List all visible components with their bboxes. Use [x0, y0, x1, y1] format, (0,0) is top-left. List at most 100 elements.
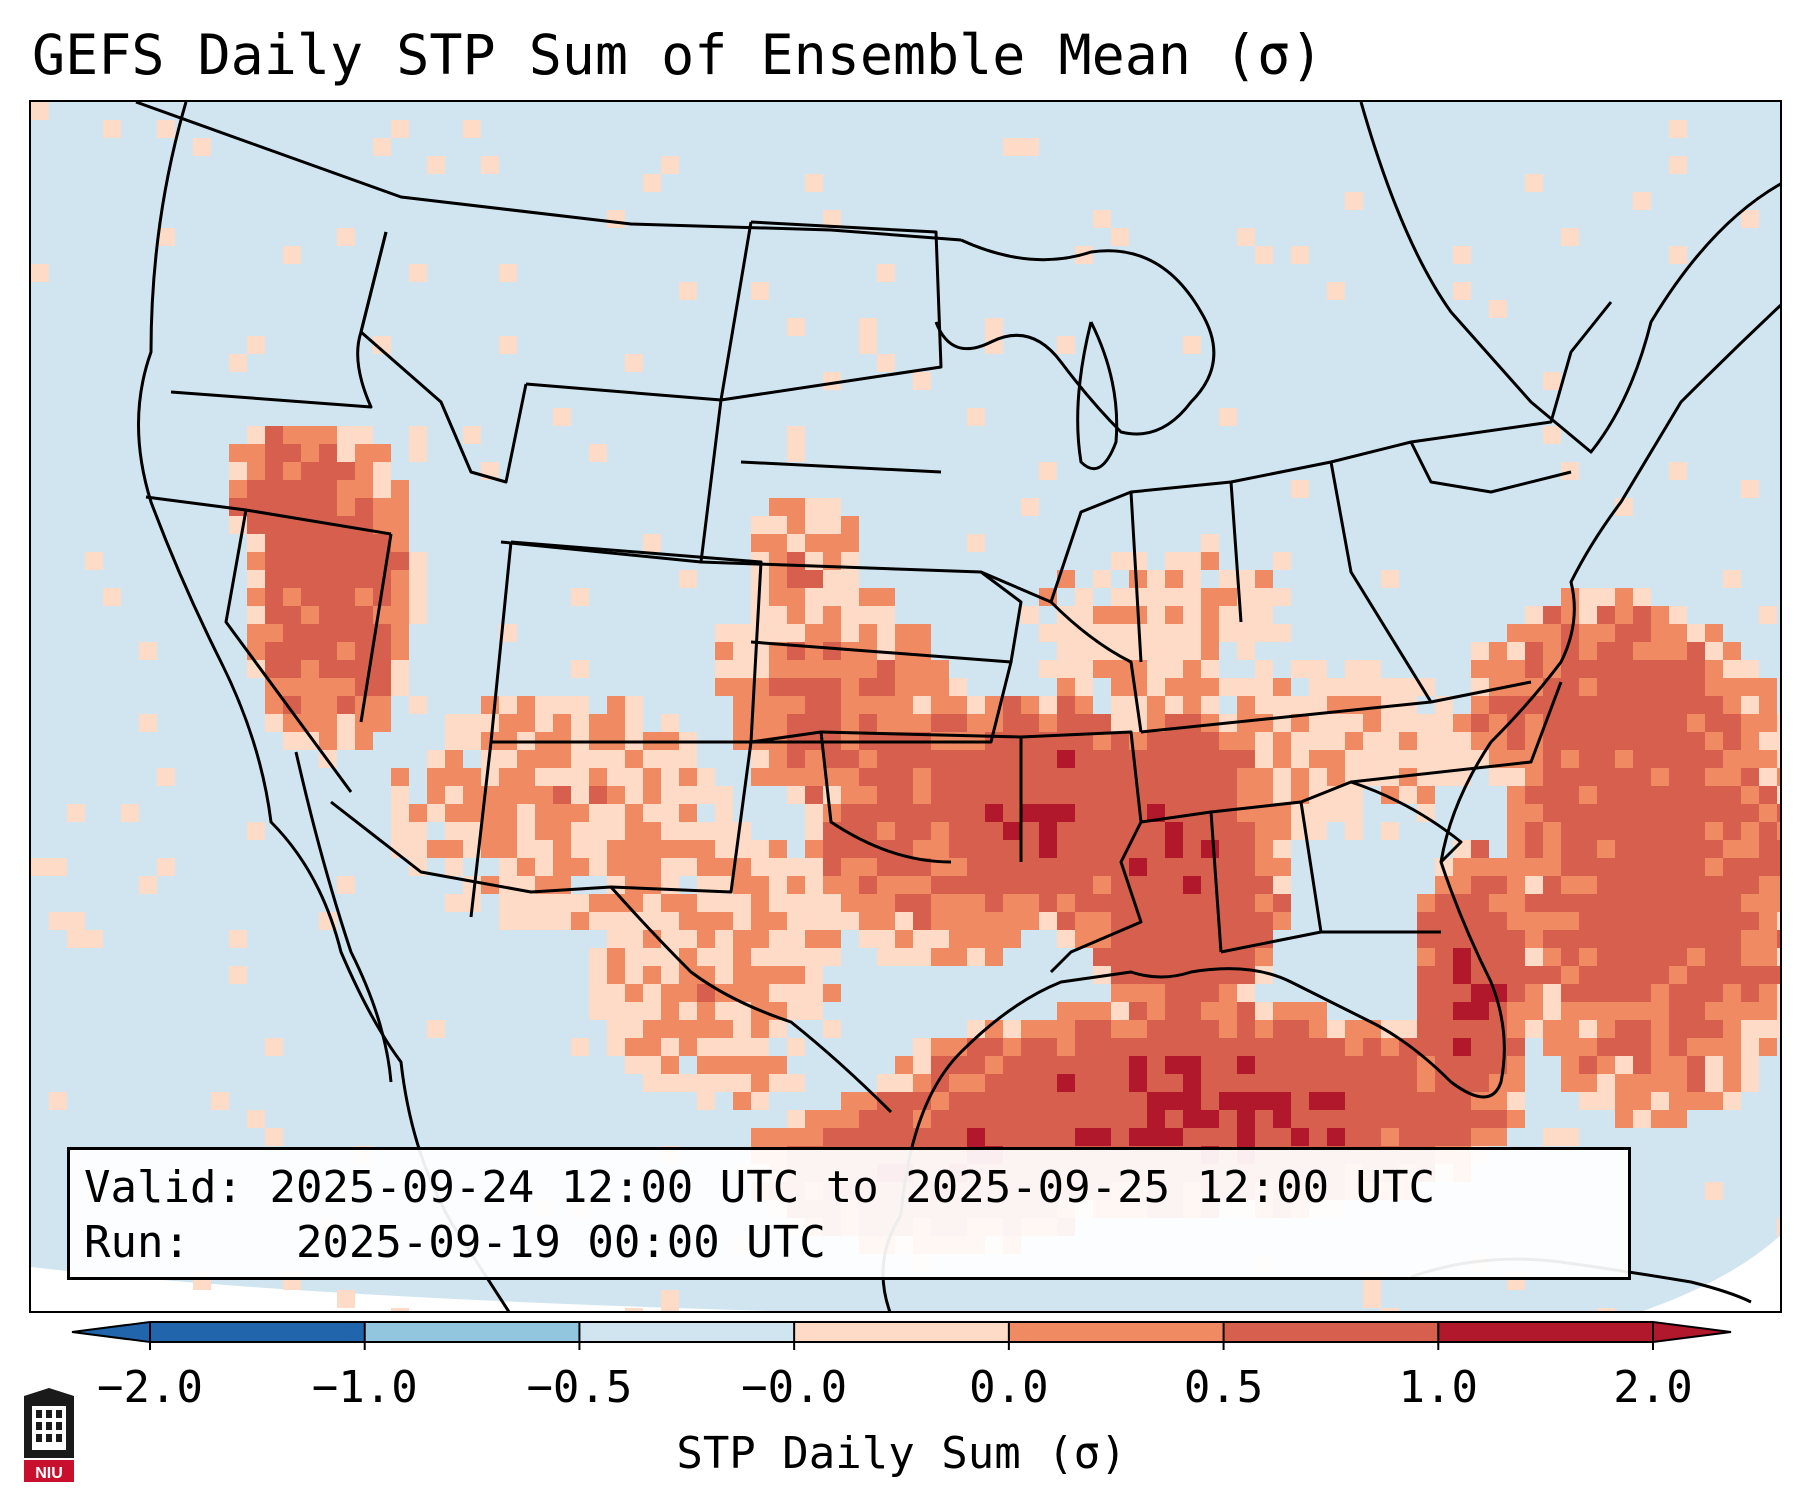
- stp-cell: [1273, 822, 1291, 840]
- stp-cell: [607, 930, 625, 948]
- stp-cell: [1165, 642, 1183, 660]
- stp-cell: [571, 858, 589, 876]
- stp-cell: [877, 768, 895, 786]
- stp-cell: [697, 930, 715, 948]
- stp-cell: [913, 858, 931, 876]
- stp-cell: [1273, 750, 1291, 768]
- stp-cell: [589, 750, 607, 768]
- stp-cell: [1165, 930, 1183, 948]
- stp-cell: [1201, 822, 1219, 840]
- stp-cell: [265, 534, 283, 552]
- stp-cell: [751, 858, 769, 876]
- stp-cell: [373, 678, 391, 696]
- stp-cell: [679, 840, 697, 858]
- stp-cell: [1615, 606, 1633, 624]
- stp-cell: [1597, 768, 1615, 786]
- stp-cell: [841, 552, 859, 570]
- stp-cell: [1705, 1038, 1723, 1056]
- stp-cell: [859, 822, 877, 840]
- stp-cell: [823, 642, 841, 660]
- stp-cell: [1111, 876, 1129, 894]
- stp-cell: [661, 822, 679, 840]
- stp-cell: [1093, 858, 1111, 876]
- stp-cell: [1507, 984, 1525, 1002]
- stp-cell: [661, 984, 679, 1002]
- stp-cell: [625, 858, 643, 876]
- stp-cell: [733, 624, 751, 642]
- stp-cell: [589, 1002, 607, 1020]
- stp-cell: [1507, 642, 1525, 660]
- stp-cell: [1633, 714, 1651, 732]
- stp-cell: [1759, 822, 1777, 840]
- stp-cell: [535, 840, 553, 858]
- stp-cell: [1291, 1128, 1309, 1146]
- stp-cell: [301, 606, 319, 624]
- stp-cell: [67, 930, 85, 948]
- stp-cell: [1453, 876, 1471, 894]
- stp-cell: [1597, 912, 1615, 930]
- stp-cell: [1543, 624, 1561, 642]
- stp-cell: [823, 876, 841, 894]
- stp-cell: [553, 714, 571, 732]
- stp-cell: [1237, 894, 1255, 912]
- stp-cell: [931, 768, 949, 786]
- stp-cell: [1219, 408, 1237, 426]
- stp-cell: [589, 912, 607, 930]
- stp-cell: [1219, 1038, 1237, 1056]
- stp-cell: [1435, 984, 1453, 1002]
- stp-cell: [715, 840, 733, 858]
- stp-cell: [1759, 984, 1777, 1002]
- stp-cell: [967, 714, 985, 732]
- stp-cell: [1705, 876, 1723, 894]
- stp-cell: [1255, 840, 1273, 858]
- stp-cell: [769, 1074, 787, 1092]
- co-border: [491, 540, 763, 744]
- stp-cell: [1435, 1128, 1453, 1146]
- stp-cell: [967, 1056, 985, 1074]
- stp-cell: [1057, 1074, 1075, 1092]
- colorbar-tick-label: 0.0: [969, 1362, 1049, 1413]
- stp-cell: [1471, 714, 1489, 732]
- stp-cell: [1723, 570, 1741, 588]
- stp-cell: [1201, 1074, 1219, 1092]
- stp-cell: [913, 372, 931, 390]
- stp-cell: [1075, 1002, 1093, 1020]
- stp-cell: [517, 822, 535, 840]
- stp-cell: [787, 786, 805, 804]
- stp-cell: [355, 588, 373, 606]
- stp-cell: [211, 1092, 229, 1110]
- stp-cell: [679, 804, 697, 822]
- stp-cell: [1597, 840, 1615, 858]
- stp-cell: [1543, 948, 1561, 966]
- stp-cell: [787, 1128, 805, 1146]
- stp-cell: [1165, 1074, 1183, 1092]
- stp-cell: [1003, 786, 1021, 804]
- stp-cell: [1417, 750, 1435, 768]
- stp-cell: [1183, 768, 1201, 786]
- stp-cell: [1687, 876, 1705, 894]
- stp-cell: [1021, 606, 1039, 624]
- stp-cell: [1597, 624, 1615, 642]
- stp-cell: [715, 1074, 733, 1092]
- stp-cell: [733, 912, 751, 930]
- stp-cell: [787, 912, 805, 930]
- stp-cell: [1633, 912, 1651, 930]
- stp-cell: [1561, 930, 1579, 948]
- stp-cell: [985, 948, 1003, 966]
- stp-cell: [229, 462, 247, 480]
- stp-cell: [427, 1020, 445, 1038]
- stp-cell: [607, 840, 625, 858]
- stp-cell: [787, 948, 805, 966]
- map-panel[interactable]: [29, 100, 1782, 1313]
- id-mt-border: [359, 231, 528, 484]
- stp-cell: [1057, 696, 1075, 714]
- stp-cell: [67, 804, 85, 822]
- stp-cell: [1561, 624, 1579, 642]
- stp-cell: [301, 552, 319, 570]
- stp-cell: [1201, 660, 1219, 678]
- stp-cell: [265, 642, 283, 660]
- stp-cell: [985, 840, 1003, 858]
- stp-cell: [1183, 804, 1201, 822]
- stp-cell: [265, 1038, 283, 1056]
- stp-cell: [373, 444, 391, 462]
